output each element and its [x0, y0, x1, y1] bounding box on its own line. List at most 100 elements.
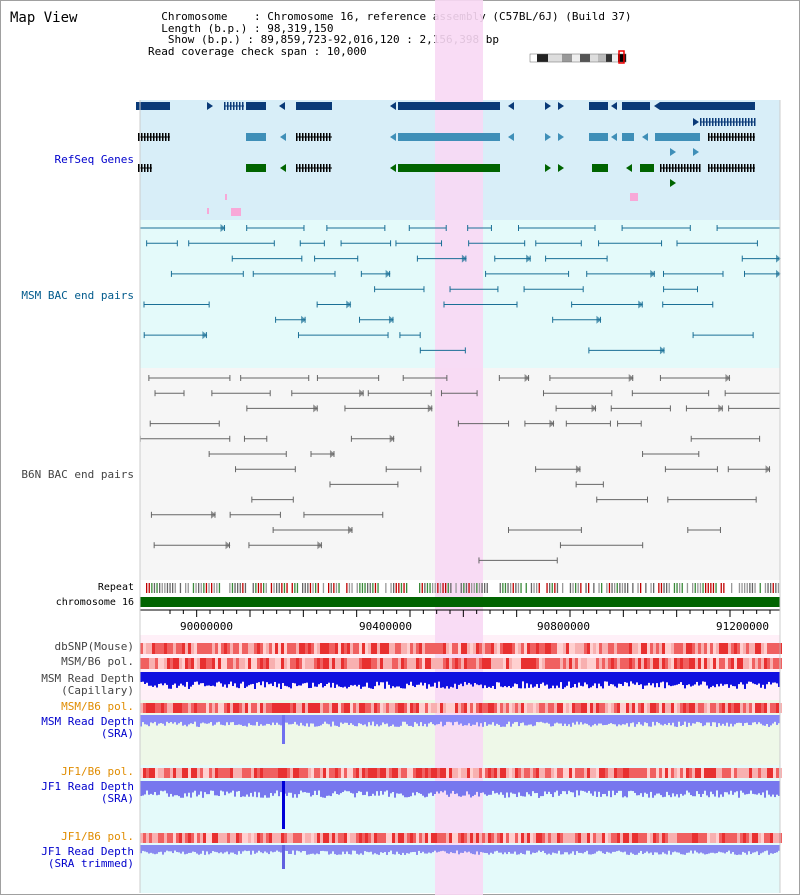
- msm-sra-depth-bar: [308, 715, 310, 727]
- msm-b6-pol-2-heat-cell: [536, 703, 539, 713]
- msm-depth-capillary-label[interactable]: MSM Read Depth (Capillary): [0, 673, 134, 697]
- msm-sra-depth-bar: [180, 715, 182, 722]
- show-label: Show (b.p.): [167, 33, 241, 46]
- msm-capillary-depth-bar: [488, 672, 490, 687]
- msm-capillary-depth-bar: [454, 672, 456, 684]
- msm-sra-depth-bar: [198, 715, 200, 727]
- jf1-b6-pol-2-heat-cell: [452, 833, 455, 843]
- msm-b6-pol-heat-cell: [728, 658, 731, 669]
- jf1-b6-pol-2-heat-cell: [206, 833, 209, 843]
- msm-sra-depth-bar: [540, 715, 542, 722]
- jf1-sra-depth-bar: [324, 781, 326, 798]
- dbsnp-heat-cell: [635, 643, 638, 654]
- msm-sra-depth-bar: [344, 715, 346, 723]
- dbsnp-heat-cell: [491, 643, 494, 654]
- gene-exon: [239, 102, 241, 110]
- msm-capillary-depth-bar: [502, 672, 504, 688]
- dbsnp-heat-cell: [440, 643, 443, 654]
- msm-sra-depth-bar: [554, 715, 556, 724]
- msm-b6-pol-label[interactable]: MSM/B6 pol.: [61, 655, 134, 668]
- msm-b6-pol-2-label[interactable]: MSM/B6 pol.: [61, 700, 134, 713]
- jf1-sra-depth-bar: [446, 781, 448, 795]
- msm-sra-depth-bar: [334, 715, 336, 726]
- jf1-trimmed-depth-bar: [568, 845, 570, 855]
- jf1-depth-sra-label[interactable]: JF1 Read Depth (SRA): [0, 781, 134, 805]
- dbsnp-heat-cell: [347, 643, 350, 654]
- msm-capillary-depth-bar: [688, 672, 690, 685]
- msm-capillary-depth-bar: [630, 672, 632, 682]
- msm-capillary-depth-bar: [366, 672, 368, 683]
- msm-b6-pol-heat-cell: [713, 658, 716, 669]
- msm-sra-depth-bar: [492, 715, 494, 723]
- msm-capillary-depth-bar: [434, 672, 436, 683]
- jf1-trimmed-depth-bar: [620, 845, 622, 852]
- jf1-trimmed-depth-bar: [576, 845, 578, 852]
- repeat-element: [390, 583, 392, 593]
- jf1-b6-pol-2-label[interactable]: JF1/B6 pol.: [61, 830, 134, 843]
- msm-b6-pol-heat-cell: [302, 658, 305, 669]
- jf1-sra-depth-bar: [712, 781, 714, 795]
- jf1-trimmed-depth-bar: [666, 845, 668, 855]
- jf1-sra-depth-bar: [322, 781, 324, 798]
- msm-sra-depth-bar: [298, 715, 300, 726]
- msm-capillary-depth-bar: [400, 672, 402, 689]
- msm-bac-label[interactable]: MSM BAC end pairs: [21, 289, 134, 302]
- gene-exon: [150, 133, 152, 141]
- gene-exon: [745, 118, 747, 126]
- repeat-element: [237, 583, 239, 593]
- msm-sra-depth-bar: [390, 715, 392, 726]
- jf1-trimmed-depth-bar: [404, 845, 406, 855]
- dbsnp-label[interactable]: dbSNP(Mouse): [54, 640, 134, 653]
- msm-sra-depth-bar: [196, 715, 198, 727]
- refseq-genes-label[interactable]: RefSeq Genes: [54, 153, 134, 166]
- msm-depth-sra-label[interactable]: MSM Read Depth (SRA): [0, 716, 134, 740]
- jf1-trimmed-depth-bar: [460, 845, 462, 853]
- dbsnp-heat-cell: [377, 643, 380, 654]
- msm-capillary-depth-bar: [358, 672, 360, 685]
- msm-capillary-depth-bar: [356, 672, 358, 687]
- msm-sra-depth-bar: [346, 715, 348, 723]
- gene-exon: [727, 118, 729, 126]
- repeat-element: [621, 583, 624, 593]
- msm-b6-pol-heat-cell: [320, 658, 323, 669]
- msm-capillary-depth-bar: [774, 672, 776, 683]
- ideogram-band: [572, 54, 580, 62]
- repeat-element: [255, 583, 257, 593]
- jf1-trimmed-depth-bar: [766, 845, 768, 851]
- jf1-b6-pol-heat-cell: [572, 768, 575, 778]
- msm-b6-pol-2-heat-cell: [734, 703, 737, 713]
- jf1-b6-pol-2-heat-cell: [326, 833, 329, 843]
- msm-sra-depth-bar: [538, 715, 540, 723]
- msm-capillary-depth-bar: [160, 672, 162, 684]
- msm-b6-pol-heat-cell: [362, 658, 365, 669]
- b6n-bac-label[interactable]: B6N BAC end pairs: [21, 468, 134, 481]
- dbsnp-heat-cell: [413, 643, 416, 654]
- jf1-b6-pol-heat-cell: [698, 768, 701, 778]
- msm-b6-pol-2-heat-cell: [608, 703, 611, 713]
- msm-sra-depth-bar: [462, 715, 464, 726]
- jf1-b6-pol-heat-cell: [344, 768, 347, 778]
- jf1-trimmed-depth-bar: [376, 845, 378, 855]
- jf1-trimmed-depth-bar: [416, 845, 418, 855]
- jf1-trimmed-depth-bar: [356, 845, 358, 854]
- jf1-sra-depth-bar: [696, 781, 698, 792]
- msm-sra-depth-bar: [392, 715, 394, 725]
- msm-sra-depth-bar: [166, 715, 168, 722]
- msm-b6-pol-2-heat-cell: [581, 703, 584, 713]
- jf1-b6-pol-heat-cell: [569, 768, 572, 778]
- jf1-trimmed-depth-bar: [152, 845, 154, 854]
- msm-capillary-depth-bar: [430, 672, 432, 687]
- jf1-depth-trimmed-label[interactable]: JF1 Read Depth (SRA trimmed): [0, 846, 134, 870]
- msm-b6-pol-heat-cell: [221, 658, 224, 669]
- jf1-b6-pol-label[interactable]: JF1/B6 pol.: [61, 765, 134, 778]
- msm-b6-pol-heat-cell: [689, 658, 692, 669]
- jf1-b6-pol-2-heat-cell: [506, 833, 509, 843]
- msm-b6-pol-2-heat-cell: [650, 703, 653, 713]
- gene-exon: [706, 118, 708, 126]
- dbsnp-heat-cell: [620, 643, 623, 654]
- msm-capillary-depth-bar: [296, 672, 298, 687]
- jf1-b6-pol-2-heat-cell: [419, 833, 422, 843]
- msm-b6-pol-heat-cell: [407, 658, 410, 669]
- jf1-b6-pol-2-heat-cell: [218, 833, 221, 843]
